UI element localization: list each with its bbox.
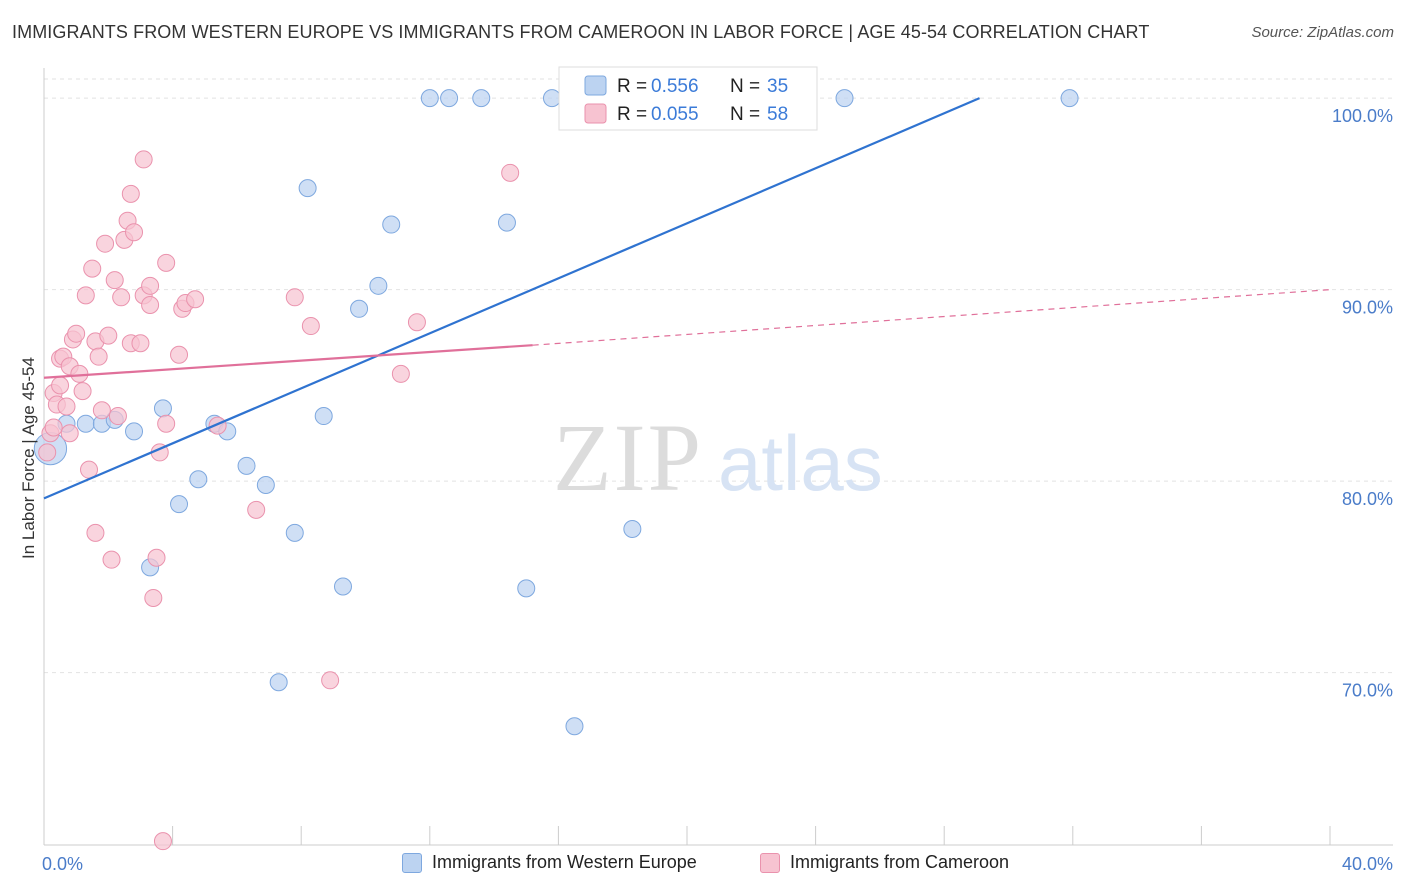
series-label-cameroon: Immigrants from Cameroon bbox=[790, 852, 1010, 872]
chart-title: IMMIGRANTS FROM WESTERN EUROPE VS IMMIGR… bbox=[12, 22, 1150, 42]
legend-n-value-pink: 58 bbox=[767, 104, 788, 125]
western-europe-point-22 bbox=[420, 89, 439, 108]
cameroon-point-21 bbox=[92, 401, 111, 420]
cameroon-point-30 bbox=[121, 184, 140, 203]
cameroon-point-47 bbox=[186, 290, 205, 309]
cameroon-point-37 bbox=[141, 276, 160, 295]
cameroon-point-53 bbox=[391, 364, 410, 383]
cameroon-point-27 bbox=[112, 288, 131, 307]
western-europe-point-7 bbox=[153, 399, 172, 418]
western-europe-point-20 bbox=[369, 276, 388, 295]
western-europe-point-18 bbox=[333, 577, 352, 596]
cameroon-point-15 bbox=[76, 286, 95, 305]
western-europe-point-21 bbox=[382, 215, 401, 234]
legend-n-label-blue: N = bbox=[730, 76, 760, 97]
cameroon-point-26 bbox=[108, 407, 127, 426]
series-legend-cameroon: Immigrants from Cameroon bbox=[760, 852, 1009, 873]
western-europe-point-12 bbox=[237, 456, 256, 475]
cameroon-point-12 bbox=[67, 324, 86, 343]
cameroon-point-0 bbox=[38, 443, 57, 462]
western-europe-point-16 bbox=[298, 179, 317, 198]
cameroon-point-23 bbox=[99, 326, 118, 345]
series-label-western-europe: Immigrants from Western Europe bbox=[432, 852, 697, 872]
western-europe-trend-line bbox=[43, 97, 980, 500]
legend-r-label-blue: R = bbox=[617, 76, 647, 97]
western-europe-point-13 bbox=[256, 475, 275, 494]
cameroon-point-52 bbox=[321, 671, 340, 690]
y-axis-label: In Labor Force | Age 45-54 bbox=[19, 357, 38, 559]
cameroon-trend-extension bbox=[532, 289, 1331, 346]
x-tick-max: 40.0% bbox=[1342, 854, 1393, 874]
correlation-legend: R = 0.556 N = 35 R = 0.055 N = 58 bbox=[558, 66, 818, 131]
cameroon-point-24 bbox=[102, 550, 121, 569]
cameroon-point-32 bbox=[125, 223, 144, 242]
western-europe-point-23 bbox=[440, 89, 459, 108]
y-tick-label-70: 70.0% bbox=[1342, 681, 1393, 701]
cameroon-point-36 bbox=[141, 295, 160, 314]
western-europe-point-17 bbox=[314, 407, 333, 426]
cameroon-trend-line bbox=[43, 344, 533, 379]
cameroon-point-41 bbox=[153, 832, 172, 851]
cameroon-point-25 bbox=[105, 271, 124, 290]
cameroon-point-17 bbox=[83, 259, 102, 278]
series-swatch-blue bbox=[402, 852, 422, 873]
western-europe-point-24 bbox=[472, 89, 491, 108]
western-europe-point-8 bbox=[170, 495, 189, 514]
cameroon-point-44 bbox=[170, 345, 189, 364]
cameroon-point-33 bbox=[131, 334, 150, 353]
western-europe-point-19 bbox=[350, 299, 369, 318]
legend-swatch-pink bbox=[584, 103, 607, 124]
cameroon-point-8 bbox=[57, 397, 76, 416]
legend-r-label-pink: R = bbox=[617, 104, 647, 125]
western-europe-point-26 bbox=[517, 579, 536, 598]
western-europe-point-5 bbox=[125, 422, 144, 441]
watermark-zip: ZIP bbox=[553, 404, 703, 511]
x-tick-min: 0.0% bbox=[42, 854, 83, 874]
legend-n-label-pink: N = bbox=[730, 104, 760, 125]
cameroon-point-14 bbox=[73, 382, 92, 401]
cameroon-point-49 bbox=[247, 500, 266, 519]
cameroon-point-20 bbox=[89, 347, 108, 366]
western-europe-point-27 bbox=[542, 89, 561, 108]
watermark-atlas: atlas bbox=[718, 419, 883, 507]
cameroon-point-51 bbox=[301, 317, 320, 336]
cameroon-point-5 bbox=[51, 376, 70, 395]
cameroon-point-39 bbox=[147, 548, 166, 567]
y-tick-label-100: 100.0% bbox=[1332, 106, 1393, 126]
cameroon-point-18 bbox=[86, 523, 105, 542]
cameroon-point-50 bbox=[285, 288, 304, 307]
cameroon-point-43 bbox=[157, 253, 176, 272]
western-europe-point-9 bbox=[189, 470, 208, 489]
cameroon-point-9 bbox=[60, 424, 79, 443]
western-europe-point-14 bbox=[269, 673, 288, 692]
western-europe-point-2 bbox=[76, 414, 95, 433]
legend-r-value-blue: 0.556 bbox=[651, 76, 699, 97]
western-europe-point-33 bbox=[835, 89, 854, 108]
y-tick-label-80: 80.0% bbox=[1342, 489, 1393, 509]
legend-r-value-pink: 0.055 bbox=[651, 104, 699, 125]
chart-source: Source: ZipAtlas.com bbox=[1251, 24, 1394, 41]
cameroon-point-2 bbox=[44, 418, 63, 437]
cameroon-point-55 bbox=[501, 163, 520, 182]
cameroon-point-38 bbox=[144, 588, 163, 607]
western-europe-point-34 bbox=[1060, 89, 1079, 108]
legend-swatch-blue bbox=[584, 75, 607, 96]
series-legend-western-europe: Immigrants from Western Europe bbox=[402, 852, 697, 873]
cameroon-point-54 bbox=[407, 313, 426, 332]
legend-n-value-blue: 35 bbox=[767, 76, 788, 97]
series-legend: Immigrants from Western Europe Immigrant… bbox=[0, 852, 1406, 878]
western-europe-point-30 bbox=[623, 520, 642, 539]
cameroon-point-42 bbox=[157, 414, 176, 433]
western-europe-point-15 bbox=[285, 523, 304, 542]
western-europe-point-28 bbox=[565, 717, 584, 736]
series-swatch-pink bbox=[760, 852, 780, 873]
y-tick-label-90: 90.0% bbox=[1342, 298, 1393, 318]
cameroon-point-22 bbox=[96, 234, 115, 253]
western-europe-point-25 bbox=[497, 213, 516, 232]
cameroon-point-35 bbox=[134, 150, 153, 169]
